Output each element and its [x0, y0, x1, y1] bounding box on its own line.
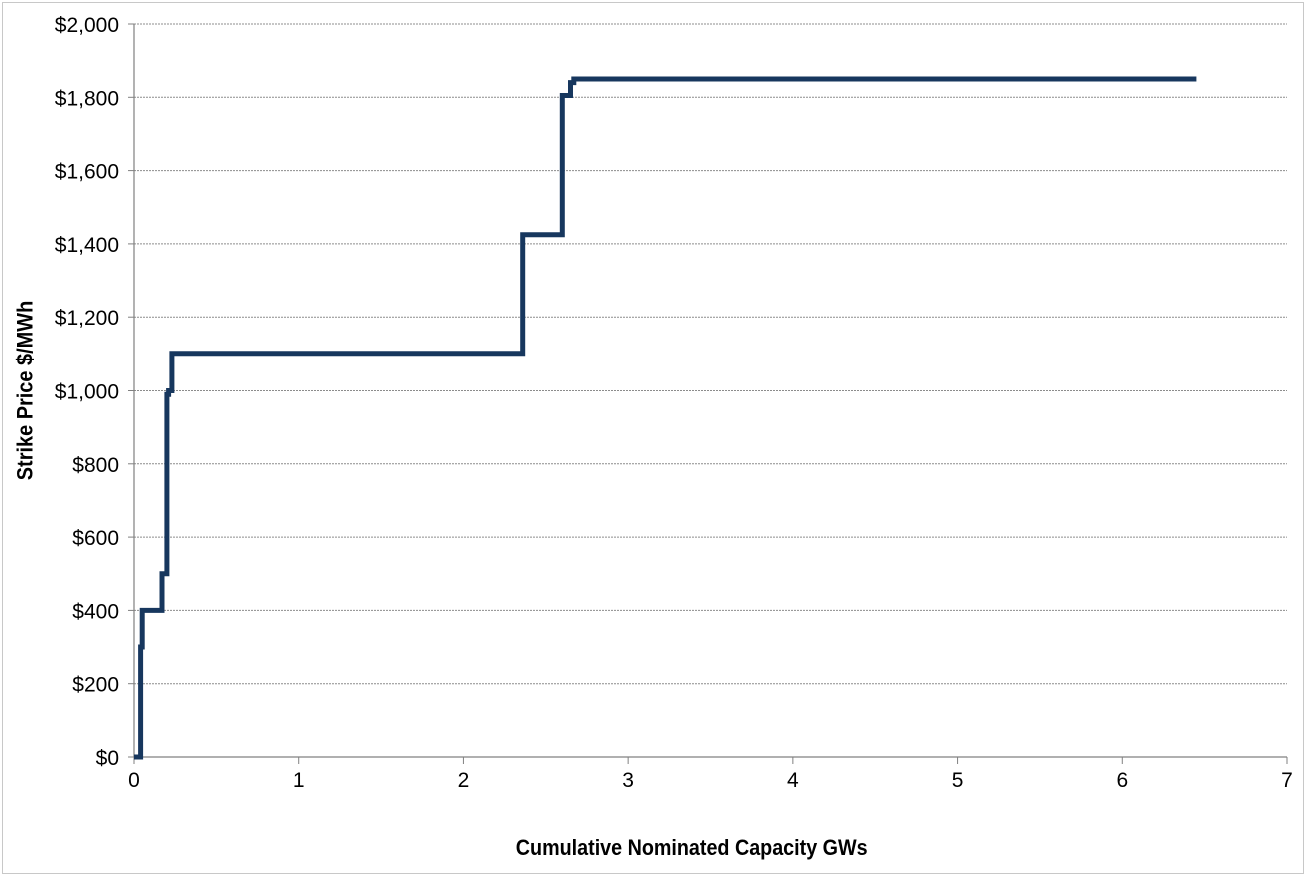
x-axis-title: Cumulative Nominated Capacity GWs — [516, 836, 868, 860]
y-tick-label: $1,800 — [55, 87, 119, 110]
y-axis-title: Strike Price $/MWh — [13, 301, 37, 481]
y-tick-label: $0 — [96, 747, 119, 770]
x-tick-label: 1 — [293, 769, 305, 792]
x-tick-label: 4 — [787, 769, 799, 792]
y-tick-label: $800 — [72, 454, 119, 477]
y-tick-label: $200 — [72, 674, 119, 697]
x-tick-label: 2 — [458, 769, 470, 792]
series-line — [134, 76, 1197, 760]
strike-price-chart: $0 $200 $400 $600 $800 $1,000 $1,200 $1,400 $1,6… — [13, 14, 1293, 860]
y-tick-label: $400 — [72, 600, 119, 623]
y-tick-label: $1,000 — [55, 381, 119, 404]
y-tick-label: $1,200 — [55, 307, 119, 330]
x-tick-label: 6 — [1116, 769, 1128, 792]
axes — [128, 23, 1288, 764]
x-tick-label: 5 — [952, 769, 964, 792]
x-tick-label: 7 — [1281, 769, 1293, 792]
y-tick-label: $1,600 — [55, 161, 119, 184]
tick-labels: $0 $200 $400 $600 $800 $1,000 $1,200 $1,400 $1,6… — [55, 14, 1293, 792]
x-tick-label: 3 — [622, 769, 634, 792]
series-layer — [134, 76, 1197, 760]
y-tick-label: $2,000 — [55, 14, 119, 37]
y-tick-label: $600 — [72, 527, 119, 550]
x-tick-label: 0 — [128, 769, 140, 792]
grid-lines — [134, 23, 1287, 685]
y-tick-label: $1,400 — [55, 234, 119, 257]
